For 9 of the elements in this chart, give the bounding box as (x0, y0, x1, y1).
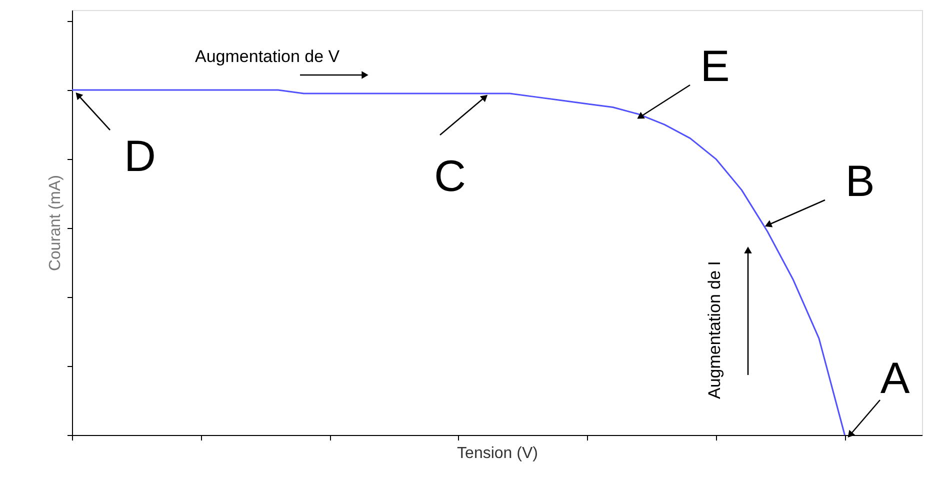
x-axis-title: Tension (V) (457, 445, 538, 462)
annotation: E (700, 42, 730, 91)
annotation: A (880, 354, 910, 403)
text: Augmentation de V (195, 47, 340, 66)
annotation: Augmentation de I (705, 261, 724, 399)
annotation: D (124, 132, 156, 181)
annotation: C (434, 152, 466, 201)
y-axis-title: Courant (mA) (47, 174, 64, 272)
annotation: B (845, 157, 875, 206)
